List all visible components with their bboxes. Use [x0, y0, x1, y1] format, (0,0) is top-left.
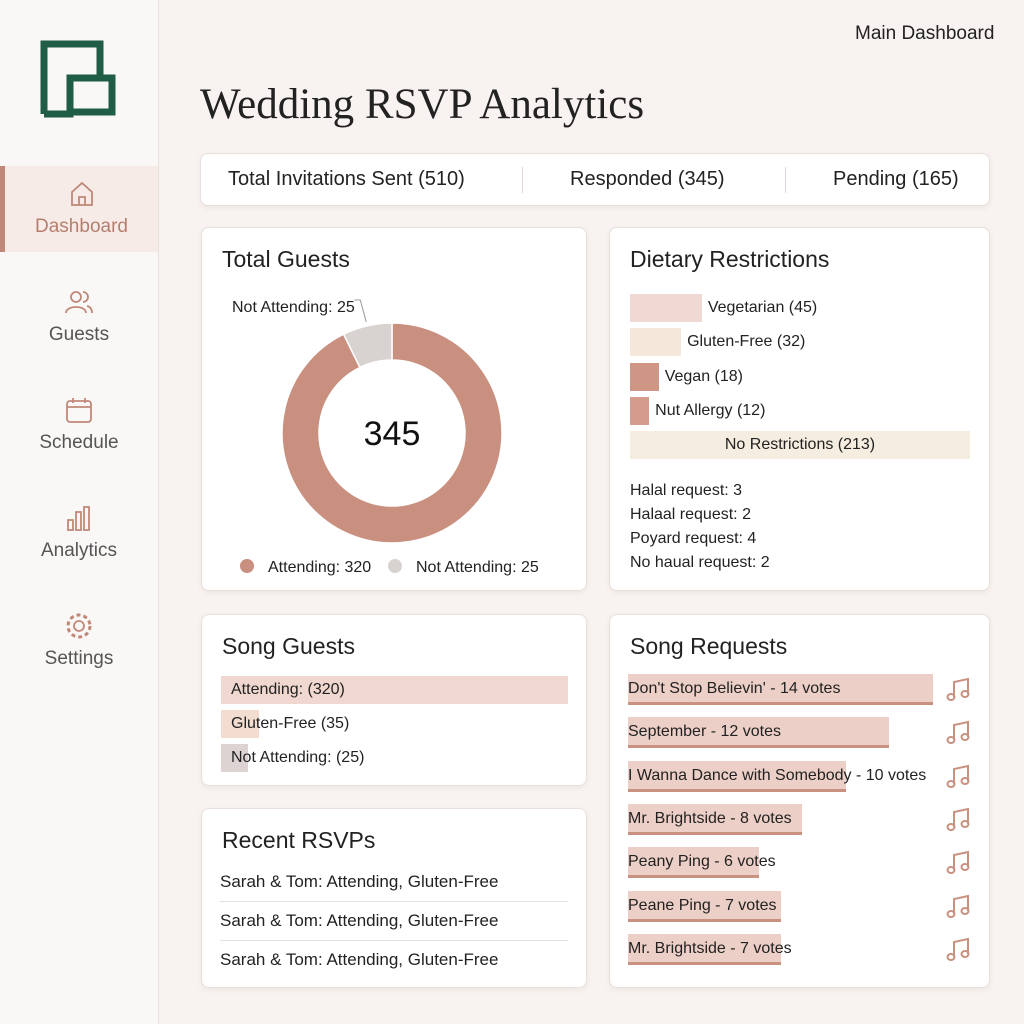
summary-bar: Total Invitations Sent (510) Responded (3…	[200, 153, 990, 206]
song-label: September - 12 votes	[628, 723, 781, 741]
song-requests-card: Song Requests Don't Stop Believin' - 14 …	[609, 614, 990, 988]
diet-bar	[630, 396, 650, 425]
rsvp-row: Sarah & Tom: Attending, Gluten-Free	[220, 872, 499, 891]
dietary-card: Dietary Restrictions Vegetarian (45) Glut…	[609, 227, 990, 591]
divider	[785, 167, 786, 193]
nav-icon	[66, 398, 92, 423]
rsvp-row: Sarah & Tom: Attending, Gluten-Free	[220, 950, 499, 969]
summary-item: Pending (165)	[833, 168, 959, 190]
note-icon	[946, 677, 970, 701]
guest-bar	[221, 744, 249, 772]
note-icon	[946, 850, 970, 875]
song-bar	[628, 890, 781, 922]
card-title: Song Guests	[222, 633, 355, 659]
guest-bar	[221, 710, 259, 738]
row-divider	[220, 940, 568, 941]
card-title: Recent RSVPs	[222, 827, 376, 853]
guest-label: Gluten-Free (35)	[231, 715, 350, 732]
card-title: Total Guests	[222, 246, 350, 272]
nav-label: Schedule	[39, 432, 119, 453]
legend-swatch	[388, 559, 402, 573]
song-guests-card: Song Guests Attending: (320) Gluten-Free …	[201, 614, 587, 786]
main-dashboard-link[interactable]: Main Dashboard	[855, 23, 995, 44]
diet-bar	[630, 431, 970, 460]
note-icon	[946, 937, 970, 961]
divider	[522, 167, 523, 193]
guest-label: Attending: (320)	[231, 681, 345, 698]
note-icon	[946, 807, 970, 831]
callout-label: Not Attending: 25	[232, 299, 355, 316]
donut-slice	[281, 322, 503, 544]
rsvp-row: Sarah & Tom: Attending, Gluten-Free	[220, 911, 499, 930]
summary-item: Total Invitations Sent (510)	[228, 168, 465, 190]
donut-chart: Attending: 320 Not Attending: 25 Not Atten…	[232, 299, 539, 576]
diet-bar	[630, 294, 702, 322]
legend-swatch	[240, 559, 254, 573]
page-title: Wedding RSVP Analytics	[200, 81, 645, 128]
song-label: Peany Ping - 6 votes	[628, 853, 776, 871]
diet-label: Vegan (18)	[664, 367, 743, 385]
song-bar	[628, 760, 846, 792]
song-label: I Wanna Dance with Somebody - 10 votes	[628, 766, 927, 784]
note-icon	[946, 764, 970, 788]
callout-line	[354, 299, 367, 323]
summary-item: Responded (345)	[570, 168, 725, 190]
nav-item[interactable]: Schedule	[0, 382, 158, 468]
nav-item[interactable]: Dashboard	[0, 166, 158, 252]
diet-note: Poyard request: 4	[630, 530, 757, 547]
song-label: Peane Ping - 7 votes	[628, 896, 777, 914]
diet-note: Halal request: 3	[630, 482, 743, 499]
row-divider	[220, 901, 568, 902]
diet-label: Gluten-Free (32)	[687, 333, 806, 351]
diet-bar	[630, 328, 682, 357]
diet-label: Nut Allergy (12)	[655, 401, 766, 419]
recent-rsvps-card: Recent RSVPs Sarah & Tom: Attending, Glu…	[201, 808, 587, 988]
sidebar: Dashboard Guests Schedule Analytics Settings	[0, 0, 159, 1024]
total-guests-card: Total Guests Attending: 320 Not Attending…	[201, 227, 587, 591]
song-bar	[628, 933, 781, 965]
song-bar	[628, 674, 933, 705]
nav-icon	[65, 291, 93, 314]
song-bar	[628, 717, 890, 749]
legend-label: Attending: 320	[268, 559, 371, 576]
note-icon	[946, 721, 970, 745]
legend-label: Not Attending: 25	[416, 559, 539, 576]
nav-label: Settings	[44, 648, 114, 669]
diet-note: No haual request: 2	[630, 554, 770, 571]
nav-item[interactable]: Guests	[0, 274, 158, 360]
nav-icon	[70, 181, 93, 206]
card-title: Song Requests	[630, 633, 788, 659]
donut-total: 345	[364, 415, 421, 453]
diet-note: Halaal request: 2	[630, 506, 751, 523]
song-label: Mr. Brightside - 8 votes	[628, 809, 792, 827]
song-label: Don't Stop Believin' - 14 votes	[628, 680, 841, 697]
logo	[40, 40, 116, 118]
nav-label: Analytics	[40, 540, 118, 561]
guest-bar	[221, 676, 568, 704]
diet-bar	[630, 362, 659, 391]
nav-icon	[66, 613, 92, 639]
song-label: Mr. Brightside - 7 votes	[628, 939, 792, 957]
donut-slice	[342, 322, 393, 369]
diet-label: Vegetarian (45)	[707, 299, 818, 316]
card-title: Dietary Restrictions	[630, 246, 830, 272]
nav-label: Guests	[48, 324, 110, 345]
guest-label: Not Attending: (25)	[231, 749, 365, 766]
nav-item[interactable]: Analytics	[0, 490, 158, 576]
song-bar	[628, 803, 803, 835]
nav-item[interactable]: Settings	[0, 598, 158, 684]
nav-label: Dashboard	[35, 216, 128, 237]
diet-label: No Restrictions (213)	[724, 436, 876, 454]
note-icon	[946, 894, 970, 918]
song-bar	[628, 847, 759, 879]
nav-icon	[67, 506, 90, 531]
